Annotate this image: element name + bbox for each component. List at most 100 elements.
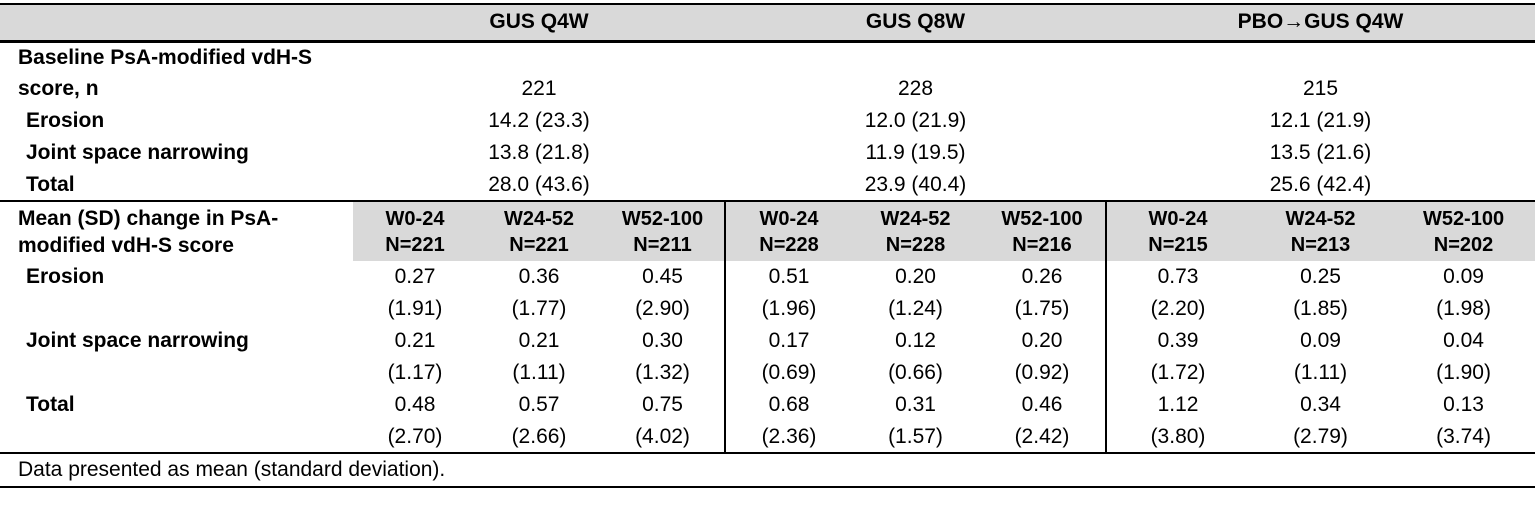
sd-value: (1.17) [387, 361, 443, 384]
sd-value: (0.69) [724, 357, 852, 389]
sd-value: (1.11) [1293, 361, 1348, 384]
footnote-text: Data presented as mean (standard deviati… [18, 458, 446, 481]
baseline-jsn-row: Joint space narrowing 13.8 (21.8) 11.9 (… [0, 137, 1535, 169]
change-section-label-line1: Mean (SD) change in PsA- [18, 206, 279, 230]
column-header-w52-100: W52-100 N=216 [979, 201, 1106, 261]
baseline-n-value: 215 [1302, 77, 1339, 100]
sd-value: (1.24) [888, 297, 943, 320]
period-header: W24-52 [503, 207, 575, 230]
row-label-erosion: Erosion [26, 109, 105, 132]
column-header-w52-100: W52-100 N=211 [601, 201, 725, 261]
change-erosion-mean-row: Erosion 0.27 0.36 0.45 0.51 0.20 0.26 0.… [0, 261, 1535, 293]
baseline-value: 13.5 (21.6) [1269, 141, 1372, 164]
sd-value: (0.92) [1014, 361, 1070, 384]
baseline-section-row-1: Baseline PsA-modified vdH-S [0, 41, 1535, 73]
sd-value: (1.85) [1293, 297, 1348, 320]
row-label-erosion: Erosion [26, 265, 105, 288]
sd-value: (2.90) [635, 297, 690, 320]
row-label-joint-space-narrowing: Joint space narrowing [26, 329, 249, 352]
mean-value: 0.04 [1443, 329, 1484, 352]
group-header-gus-q4w: GUS Q4W [489, 10, 589, 34]
mean-value: 0.68 [724, 389, 852, 421]
mean-value: 0.30 [642, 329, 683, 352]
sd-value: (1.91) [387, 297, 443, 320]
mean-value: 0.12 [895, 329, 936, 352]
n-header: N=221 [385, 233, 445, 256]
row-label-joint-space-narrowing: Joint space narrowing [26, 141, 249, 164]
column-header-w0-24: W0-24 N=221 [353, 201, 477, 261]
sd-value: (1.32) [635, 361, 690, 384]
sd-value: (2.70) [387, 424, 443, 448]
period-header: W24-52 [1285, 207, 1356, 230]
baseline-value: 25.6 (42.4) [1269, 172, 1372, 196]
baseline-erosion-row: Erosion 14.2 (23.3) 12.0 (21.9) 12.1 (21… [0, 105, 1535, 137]
column-header-w0-24: W0-24 N=215 [1105, 201, 1249, 261]
baseline-value: 12.0 (21.9) [864, 109, 967, 132]
column-header-w24-52: W24-52 N=213 [1249, 201, 1392, 261]
group-header-row: GUS Q4W GUS Q8W PBO→GUS Q4W [0, 4, 1535, 41]
mean-value: 0.51 [724, 261, 852, 293]
sd-value: (2.36) [724, 421, 852, 453]
baseline-n-value: 228 [897, 77, 934, 100]
sd-value: (1.77) [511, 297, 567, 320]
sd-value: (2.66) [511, 424, 567, 448]
sd-value: (1.75) [1014, 297, 1070, 320]
sd-value: (1.90) [1436, 361, 1491, 384]
baseline-value: 12.1 (21.9) [1269, 109, 1372, 132]
column-header-w24-52: W24-52 N=228 [852, 201, 979, 261]
mean-value: 0.21 [518, 329, 560, 352]
group-header-gus-q8w: GUS Q8W [865, 10, 966, 34]
column-header-w24-52: W24-52 N=221 [477, 201, 601, 261]
group-header-spacer [0, 4, 353, 41]
n-header: N=216 [1012, 233, 1072, 256]
sd-value: (0.66) [888, 361, 943, 384]
baseline-n-value: 221 [521, 77, 557, 100]
baseline-value: 14.2 (23.3) [488, 109, 590, 132]
sd-value: (2.42) [1014, 424, 1070, 448]
baseline-value: 13.8 (21.8) [488, 141, 590, 164]
baseline-total-row: Total 28.0 (43.6) 23.9 (40.4) 25.6 (42.4… [0, 169, 1535, 201]
mean-value: 0.09 [1443, 265, 1484, 288]
sd-value: (3.74) [1436, 424, 1491, 448]
n-header: N=228 [885, 233, 946, 256]
period-header: W0-24 [385, 207, 445, 230]
mean-value: 1.12 [1105, 389, 1249, 421]
row-label-blank [0, 293, 353, 325]
n-header: N=211 [633, 233, 692, 256]
n-header: N=202 [1433, 233, 1494, 256]
period-header: W52-100 [621, 207, 704, 230]
mean-value: 0.57 [518, 393, 560, 416]
baseline-section-label-line2: score, n [18, 77, 99, 100]
change-section-label-line2: modified vdH-S score [18, 233, 234, 257]
mean-value: 0.27 [394, 265, 436, 288]
mean-value: 0.73 [1105, 261, 1249, 293]
mean-value: 0.39 [1105, 325, 1249, 357]
mean-value: 0.13 [1443, 393, 1484, 416]
column-header-w52-100: W52-100 N=202 [1392, 201, 1535, 261]
period-header: W52-100 [1422, 207, 1505, 230]
mean-value: 0.45 [642, 265, 683, 288]
sd-value: (1.72) [1105, 357, 1249, 389]
sd-value: (2.79) [1293, 424, 1348, 448]
group-header-pbo-gus-q4w: PBO→GUS Q4W [1237, 10, 1404, 34]
row-label-total: Total [26, 172, 75, 196]
period-header: W0-24 [759, 207, 819, 230]
sd-value: (4.02) [635, 424, 690, 448]
baseline-value: 28.0 (43.6) [488, 172, 590, 196]
mean-value: 0.09 [1300, 329, 1341, 352]
n-header: N=228 [759, 233, 819, 256]
change-total-mean-row: Total 0.48 0.57 0.75 0.68 0.31 0.46 1.12… [0, 389, 1535, 421]
sd-value: (1.96) [724, 293, 852, 325]
sd-value: (1.11) [512, 361, 566, 384]
period-header: W52-100 [1001, 207, 1083, 230]
mean-value: 0.75 [642, 393, 683, 416]
mean-value: 0.46 [1021, 393, 1063, 416]
column-header-w0-24: W0-24 N=228 [724, 201, 852, 261]
change-jsn-mean-row: Joint space narrowing 0.21 0.21 0.30 0.1… [0, 325, 1535, 357]
baseline-n-row: score, n 221 228 215 [0, 73, 1535, 105]
mean-value: 0.48 [394, 393, 436, 416]
baseline-value: 23.9 (40.4) [864, 172, 967, 196]
mean-value: 0.26 [1021, 265, 1063, 288]
change-erosion-sd-row: (1.91) (1.77) (2.90) (1.96) (1.24) (1.75… [0, 293, 1535, 325]
